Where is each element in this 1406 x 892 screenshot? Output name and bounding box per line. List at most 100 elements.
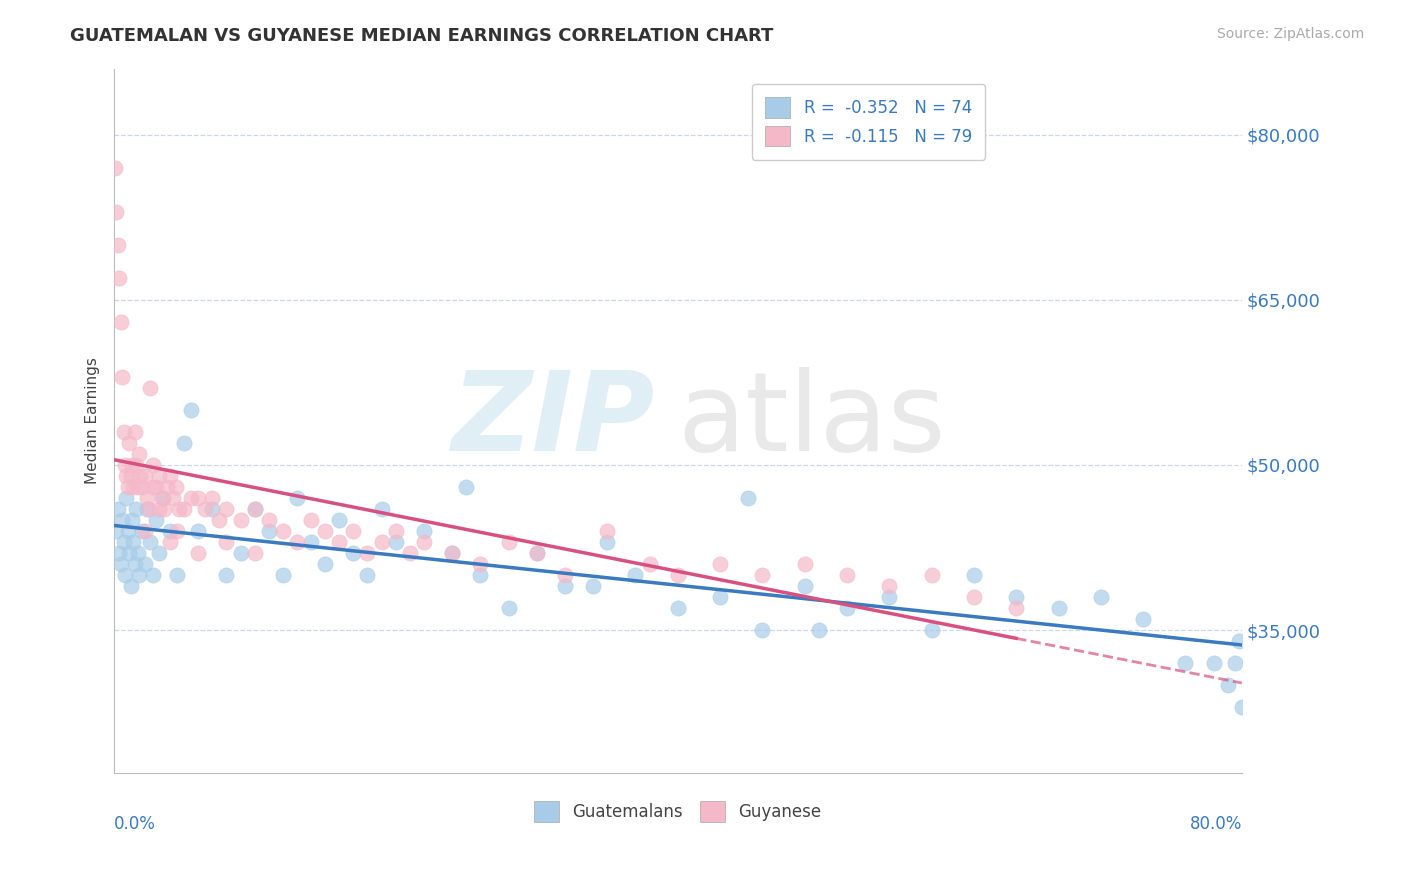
Point (299, 513, 322, 527)
Point (129, 469, 152, 483)
Point (107, 237, 129, 252)
Point (115, 469, 138, 483)
Text: Source: ZipAtlas.com: Source: ZipAtlas.com (1216, 27, 1364, 41)
Point (596, 524, 619, 538)
Point (441, 546, 464, 560)
Point (299, 535, 322, 549)
Point (271, 568, 294, 582)
Point (121, 458, 143, 472)
Point (150, 491, 173, 505)
Point (208, 513, 231, 527)
Point (156, 480, 179, 494)
Point (1223, 656, 1246, 670)
Point (159, 535, 181, 549)
Point (136, 491, 159, 505)
Point (666, 601, 689, 615)
Point (122, 535, 145, 549)
Point (148, 546, 170, 560)
Point (124, 557, 146, 571)
Point (114, 568, 136, 582)
Point (257, 524, 280, 538)
Point (554, 579, 576, 593)
Point (108, 270, 131, 285)
Point (624, 568, 647, 582)
Point (173, 435, 195, 450)
Point (162, 491, 184, 505)
Point (356, 546, 378, 560)
Point (1216, 678, 1239, 692)
Point (526, 546, 548, 560)
Point (638, 557, 661, 571)
Point (215, 502, 238, 516)
Point (194, 502, 217, 516)
Point (115, 491, 138, 505)
Point (165, 480, 187, 494)
Point (117, 480, 139, 494)
Point (412, 524, 434, 538)
Point (1047, 601, 1070, 615)
Point (470, 568, 492, 582)
Point (412, 535, 434, 549)
Point (121, 513, 143, 527)
Point (229, 513, 252, 527)
Point (110, 557, 132, 571)
Point (136, 502, 159, 516)
Point (356, 568, 378, 582)
Point (314, 524, 336, 538)
Point (370, 535, 392, 549)
Text: 80.0%: 80.0% (1189, 815, 1241, 833)
Point (243, 546, 266, 560)
Point (1005, 590, 1028, 604)
Point (554, 568, 576, 582)
Point (148, 502, 170, 516)
Point (153, 502, 176, 516)
Point (118, 435, 141, 450)
Point (145, 480, 167, 494)
Point (963, 568, 986, 582)
Point (142, 480, 165, 494)
Point (128, 568, 150, 582)
Point (1174, 656, 1197, 670)
Point (117, 524, 139, 538)
Point (187, 491, 209, 505)
Point (582, 579, 605, 593)
Point (215, 535, 238, 549)
Point (145, 513, 167, 527)
Point (127, 480, 149, 494)
Point (751, 623, 773, 637)
Point (142, 568, 165, 582)
Point (180, 491, 202, 505)
Point (118, 546, 141, 560)
Point (112, 535, 135, 549)
Point (384, 535, 406, 549)
Point (128, 447, 150, 461)
Point (180, 402, 202, 417)
Point (342, 524, 364, 538)
Point (666, 568, 689, 582)
Point (835, 568, 858, 582)
Point (173, 502, 195, 516)
Point (148, 469, 170, 483)
Y-axis label: Median Earnings: Median Earnings (86, 358, 100, 484)
Point (596, 535, 619, 549)
Point (285, 491, 308, 505)
Point (243, 502, 266, 516)
Point (709, 557, 731, 571)
Text: 0.0%: 0.0% (114, 815, 156, 833)
Text: GUATEMALAN VS GUYANESE MEDIAN EARNINGS CORRELATION CHART: GUATEMALAN VS GUYANESE MEDIAN EARNINGS C… (70, 27, 773, 45)
Point (152, 491, 174, 505)
Point (921, 623, 943, 637)
Point (120, 579, 142, 593)
Point (107, 502, 129, 516)
Point (921, 568, 943, 582)
Point (124, 425, 146, 439)
Point (139, 381, 162, 395)
Point (807, 623, 830, 637)
Point (314, 557, 336, 571)
Point (370, 502, 392, 516)
Point (105, 204, 128, 219)
Point (134, 469, 156, 483)
Point (125, 458, 148, 472)
Point (139, 535, 162, 549)
Point (751, 568, 773, 582)
